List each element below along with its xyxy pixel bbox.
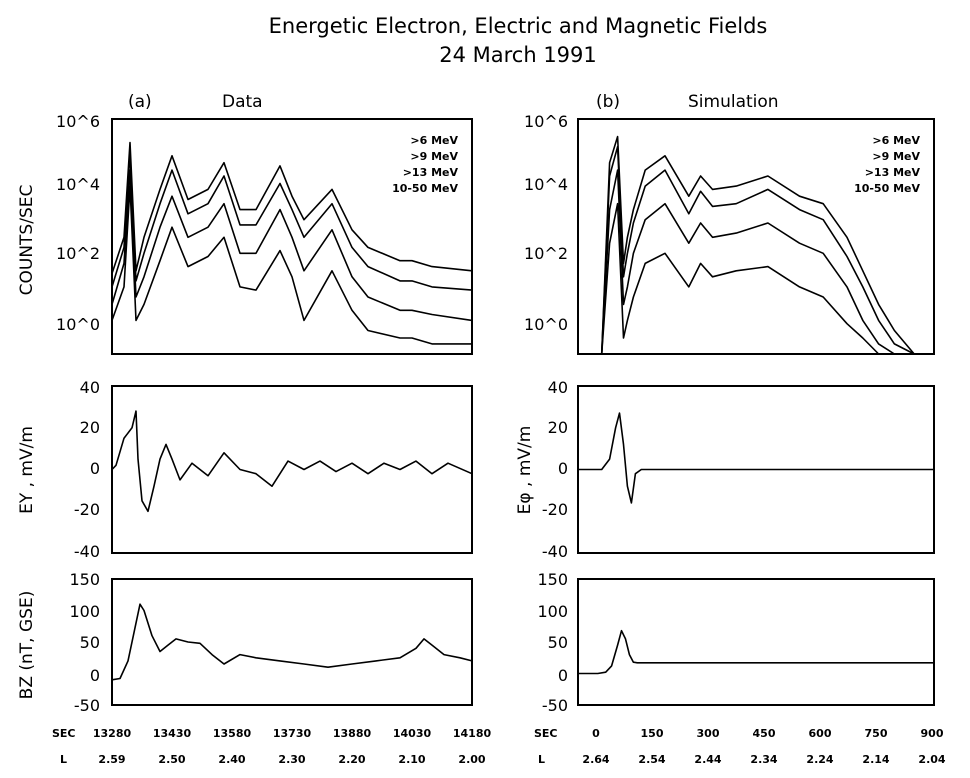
x-b-sec-tick: 150: [641, 727, 664, 740]
x-b-l-tick: 2.64: [582, 753, 609, 766]
x-b-l-tick: 2.24: [806, 753, 833, 766]
legend-b-9mev: >9 MeV: [872, 150, 920, 163]
trace-a-counts-series-3: [111, 185, 472, 345]
x-ticks-a: 13280 2.59 13430 2.50 13580 2.40 13730 2.30 1388…: [93, 727, 492, 766]
x-b-l-tick: 2.44: [694, 753, 721, 766]
trace-b-counts-series-0: [600, 135, 934, 355]
x-a-sec-tick: 13430: [153, 727, 192, 740]
panel-b-heading: Simulation: [688, 92, 779, 112]
trace-b-bz: [578, 629, 934, 675]
y-label-counts: COUNTS/SEC: [17, 185, 37, 296]
tick-a-e-m20: -20: [74, 500, 100, 519]
x-b-sec-tick: 0: [592, 727, 600, 740]
legend-b-6mev: >6 MeV: [872, 134, 920, 147]
legend-a-13mev: >13 MeV: [403, 166, 459, 179]
x-a-l-tick: 2.20: [338, 753, 365, 766]
tick-a-counts-6: 10^6: [56, 112, 100, 131]
trace-a-counts-series-1: [111, 151, 473, 291]
x-b-l-tick: 2.54: [638, 753, 665, 766]
legend-a-6mev: >6 MeV: [410, 134, 458, 147]
x-a-l-tick: 2.10: [398, 753, 425, 766]
chart-date: 24 March 1991: [439, 43, 597, 67]
x-a-sec-tick: 13730: [273, 727, 312, 740]
x-a-l-tick: 2.40: [218, 753, 245, 766]
tick-b-b-0: 0: [558, 666, 568, 685]
x-b-sec-tick: 750: [865, 727, 888, 740]
tick-b-counts-6: 10^6: [524, 112, 568, 131]
x-a-l-tick: 2.30: [278, 753, 305, 766]
trace-b-counts-series-2: [600, 169, 934, 355]
x-a-sec-tick: 13280: [93, 727, 132, 740]
tick-a-b-100: 100: [69, 602, 100, 621]
panel-a-counts-frame: [111, 118, 473, 355]
x-a-sec-label: SEC: [52, 727, 76, 740]
x-b-l-tick: 2.04: [918, 753, 945, 766]
tick-b-b-100: 100: [537, 602, 568, 621]
x-a-sec-tick: 13880: [333, 727, 372, 740]
x-b-sec-tick: 300: [697, 727, 720, 740]
y-label-ephi: Eφ , mV/m: [515, 426, 535, 515]
panel-a-heading: Data: [222, 92, 263, 112]
legend-b-10-50mev: 10-50 MeV: [854, 182, 920, 195]
x-b-sec-tick: 900: [921, 727, 944, 740]
tick-a-e-m40: -40: [74, 542, 100, 561]
tick-b-counts-0: 10^0: [524, 315, 568, 334]
panel-b-counts-frame: [577, 118, 935, 355]
trace-a-counts-series-0: [111, 141, 473, 274]
x-b-sec-tick: 450: [753, 727, 776, 740]
x-b-sec-label: SEC: [534, 727, 558, 740]
trace-a-counts-series-2: [111, 169, 473, 322]
chart-title: Energetic Electron, Electric and Magneti…: [269, 14, 768, 38]
y-label-bz: BZ (nT, GSE): [17, 591, 37, 700]
legend-b-13mev: >13 MeV: [865, 166, 921, 179]
tick-a-e-40: 40: [80, 378, 100, 397]
trace-a-bz: [111, 603, 473, 681]
x-b-l-tick: 2.14: [862, 753, 889, 766]
y-label-ey: EY , mV/m: [17, 426, 37, 514]
tick-a-counts-4: 10^4: [56, 175, 100, 194]
panel-a-bz-frame: [111, 578, 473, 706]
x-a-sec-tick: 13580: [213, 727, 252, 740]
tick-a-e-20: 20: [80, 418, 100, 437]
legend-a-10-50mev: 10-50 MeV: [392, 182, 458, 195]
tick-b-b-50: 50: [548, 633, 568, 652]
x-a-l-label: L: [60, 753, 67, 766]
tick-b-b-m50: -50: [542, 696, 568, 715]
tick-b-e-m20: -20: [542, 500, 568, 519]
tick-b-counts-4: 10^4: [524, 175, 568, 194]
tick-a-counts-2: 10^2: [56, 244, 100, 263]
tick-b-e-40: 40: [548, 378, 568, 397]
tick-a-b-m50: -50: [74, 696, 100, 715]
tick-b-counts-2: 10^2: [524, 244, 568, 263]
panel-b-label: (b): [596, 92, 620, 112]
tick-a-b-0: 0: [90, 666, 100, 685]
x-a-l-tick: 2.50: [158, 753, 185, 766]
x-a-sec-tick: 14030: [393, 727, 432, 740]
panel-b-bz-frame: [577, 578, 935, 706]
x-a-sec-tick: 14180: [453, 727, 492, 740]
trace-b-counts-series-3: [600, 202, 934, 355]
panel-a-ey-frame: [111, 385, 473, 554]
legend-a-9mev: >9 MeV: [410, 150, 458, 163]
trace-b-ephi: [578, 412, 934, 504]
panel-a-label: (a): [128, 92, 152, 112]
x-b-l-tick: 2.34: [750, 753, 777, 766]
tick-b-e-0: 0: [558, 459, 568, 478]
tick-a-b-50: 50: [80, 633, 100, 652]
x-b-sec-tick: 600: [809, 727, 832, 740]
trace-b-counts-series-1: [600, 145, 934, 355]
tick-b-e-20: 20: [548, 418, 568, 437]
tick-a-counts-0: 10^0: [56, 315, 100, 334]
x-a-l-tick: 2.59: [98, 753, 125, 766]
traces: [111, 135, 934, 681]
trace-a-ey: [111, 410, 473, 513]
x-b-l-label: L: [538, 753, 545, 766]
x-ticks-b: 0 2.64 150 2.54 300 2.44 450 2.34 600 2.24 750 2.14…: [582, 727, 945, 766]
x-a-l-tick: 2.00: [458, 753, 485, 766]
tick-a-e-0: 0: [90, 459, 100, 478]
tick-b-e-m40: -40: [542, 542, 568, 561]
tick-a-b-150: 150: [69, 570, 100, 589]
tick-b-b-150: 150: [537, 570, 568, 589]
